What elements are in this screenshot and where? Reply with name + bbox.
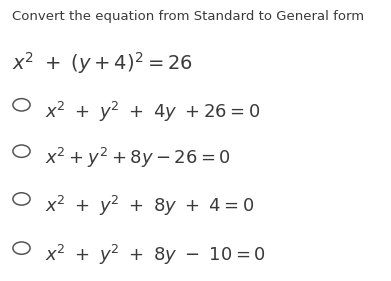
Text: Convert the equation from Standard to General form: Convert the equation from Standard to Ge… [12, 10, 364, 23]
Text: $x^2 + y^2 + 8y - 26 = 0$: $x^2 + y^2 + 8y - 26 = 0$ [45, 146, 231, 170]
Text: $x^2\ +\ y^2\ +\ 8y\ +\ 4 = 0$: $x^2\ +\ y^2\ +\ 8y\ +\ 4 = 0$ [45, 194, 255, 218]
Text: $x^2\ +\ y^2\ +\ 8y\ -\ 10 = 0$: $x^2\ +\ y^2\ +\ 8y\ -\ 10 = 0$ [45, 243, 266, 267]
Text: $x^2\ +\ (y+4)^2 = 26$: $x^2\ +\ (y+4)^2 = 26$ [12, 51, 192, 76]
Text: $x^2\ +\ y^2\ +\ 4y\ +26 = 0$: $x^2\ +\ y^2\ +\ 4y\ +26 = 0$ [45, 100, 260, 124]
